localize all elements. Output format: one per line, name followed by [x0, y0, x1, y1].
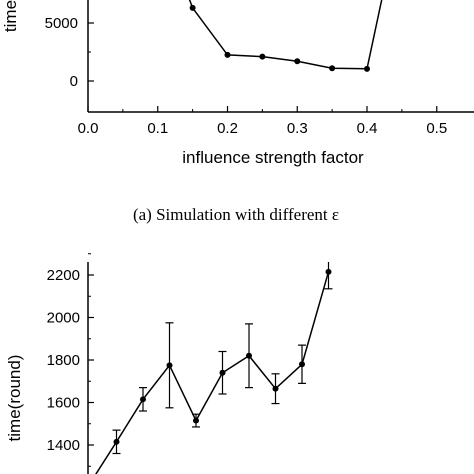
- bottom-series-line: [95, 271, 330, 474]
- bottom-data-point: [325, 268, 332, 275]
- top-data-point: [259, 53, 266, 60]
- top-data-point: [329, 65, 336, 72]
- bottom-y-tick-label: 2200: [47, 267, 80, 284]
- top-x-tick-label: 0.0: [78, 120, 99, 137]
- bottom-series: [95, 262, 333, 474]
- bottom-data-point: [246, 352, 252, 359]
- top-x-tick-label: 0.1: [147, 120, 168, 137]
- top-y-tick-label: 0: [70, 73, 78, 90]
- chart-bottom-time-round: 1400 1600 1800 2000 2200 time(round): [5, 253, 333, 474]
- bottom-tick-labels: 1400 1600 1800 2000 2200: [47, 267, 80, 454]
- top-data-point: [294, 58, 301, 65]
- top-data-point: [189, 4, 196, 11]
- figure-caption: (a) Simulation with different ε: [133, 205, 339, 224]
- top-data-point: [364, 65, 370, 72]
- bottom-data-point: [299, 361, 305, 368]
- top-series-line: [188, 0, 383, 70]
- bottom-y-tick-label: 1800: [47, 352, 80, 369]
- bottom-y-tick-label: 2000: [47, 310, 80, 327]
- bottom-data-point: [219, 369, 226, 376]
- top-data-point: [224, 51, 231, 58]
- bottom-data-point: [166, 362, 173, 369]
- top-tick-labels: 0.0 0.1 0.2 0.3 0.4 0.5 0 5000: [45, 15, 448, 137]
- top-x-tick-label: 0.5: [426, 120, 447, 137]
- top-series: [188, 0, 383, 72]
- top-x-tick-label: 0.3: [287, 120, 308, 137]
- bottom-y-tick-label: 1600: [47, 395, 80, 412]
- bottom-y-tick-label: 1400: [47, 437, 80, 454]
- top-y-tick-label: 5000: [45, 15, 78, 32]
- bottom-data-point: [113, 438, 120, 445]
- bottom-ticks: [88, 253, 94, 467]
- top-ticks: [87, 22, 438, 112]
- top-x-tick-label: 0.2: [217, 120, 238, 137]
- top-x-axis-title: influence strength factor: [182, 148, 364, 167]
- bottom-data-point: [140, 396, 146, 403]
- top-y-axis-title: time: [1, 0, 20, 32]
- bottom-y-axis-title: time(round): [5, 355, 24, 442]
- chart-top-simulation-epsilon: 0.0 0.1 0.2 0.3 0.4 0.5 0 5000 time influence s…: [1, 0, 474, 167]
- top-x-tick-label: 0.4: [357, 120, 378, 137]
- bottom-data-point: [272, 385, 279, 392]
- bottom-data-point: [193, 417, 199, 424]
